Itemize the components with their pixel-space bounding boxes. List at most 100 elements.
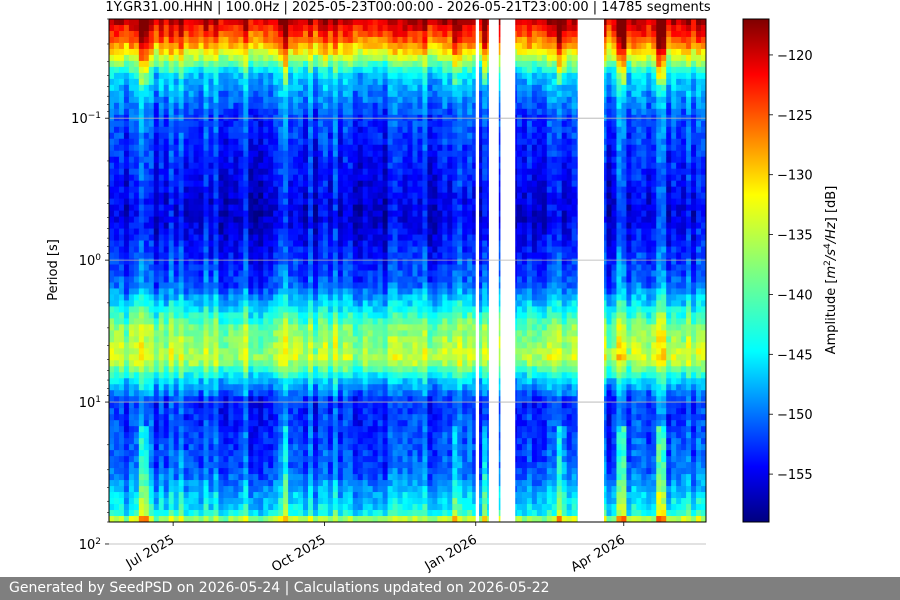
heatmap-cell — [322, 36, 329, 44]
heatmap-cell — [526, 180, 533, 188]
heatmap-cell — [213, 36, 220, 44]
heatmap-cell — [123, 240, 130, 248]
heatmap-cell — [432, 168, 438, 176]
heatmap-cell — [427, 186, 433, 194]
heatmap-cell — [168, 222, 175, 230]
heatmap-cell — [467, 186, 473, 194]
heatmap-cell — [163, 258, 170, 266]
heatmap-cell — [561, 252, 568, 260]
heatmap-cell — [223, 264, 229, 272]
heatmap-cell — [392, 30, 399, 38]
heatmap-cell — [387, 108, 394, 116]
heatmap-cell — [397, 162, 404, 170]
heatmap-cell — [516, 246, 523, 254]
heatmap-cell — [327, 144, 334, 152]
heatmap-cell — [536, 120, 543, 128]
heatmap-cell — [497, 126, 503, 134]
heatmap-cell — [661, 132, 667, 140]
heatmap-cell — [308, 78, 314, 86]
heatmap-cell — [646, 54, 652, 62]
heatmap-cell — [551, 156, 558, 164]
heatmap-cell — [327, 234, 334, 242]
heatmap-cell — [243, 222, 249, 230]
heatmap-cell — [123, 102, 130, 110]
heatmap-cell — [477, 24, 483, 32]
heatmap-cell — [332, 54, 339, 62]
heatmap-cell — [691, 132, 697, 140]
heatmap-cell — [362, 42, 369, 50]
heatmap-cell — [288, 90, 294, 98]
heatmap-cell — [671, 66, 677, 74]
heatmap-cell — [611, 216, 618, 224]
heatmap-cell — [521, 54, 528, 62]
heatmap-cell — [621, 54, 627, 62]
heatmap-cell — [317, 30, 324, 38]
heatmap-cell — [322, 144, 329, 152]
heatmap-cell — [407, 186, 414, 194]
heatmap-cell — [382, 180, 389, 188]
heatmap-cell — [417, 174, 424, 182]
heatmap-cell — [691, 168, 697, 176]
heatmap-cell — [263, 66, 269, 74]
heatmap-cell — [541, 54, 548, 62]
heatmap-cell — [566, 138, 573, 146]
heatmap-cell — [233, 144, 239, 152]
heatmap-cell — [362, 180, 369, 188]
heatmap-cell — [273, 162, 279, 170]
heatmap-cell — [661, 84, 667, 92]
heatmap-cell — [521, 48, 528, 56]
heatmap-cell — [198, 36, 205, 44]
heatmap-cell — [342, 126, 349, 134]
heatmap-cell — [666, 180, 672, 188]
heatmap-cell — [163, 264, 170, 272]
heatmap-cell — [641, 186, 647, 194]
heatmap-cell — [308, 210, 314, 218]
heatmap-cell — [536, 216, 543, 224]
heatmap-cell — [173, 246, 180, 254]
heatmap-cell — [163, 246, 170, 254]
heatmap-cell — [422, 120, 428, 128]
heatmap-cell — [467, 42, 473, 50]
heatmap-cell — [701, 162, 706, 170]
heatmap-cell — [611, 144, 618, 152]
heatmap-cell — [238, 120, 244, 128]
heatmap-cell — [392, 264, 399, 272]
heatmap-cell — [228, 60, 234, 68]
heatmap-cell — [686, 66, 692, 74]
heatmap-cell — [571, 162, 578, 170]
heatmap-cell — [208, 126, 215, 134]
heatmap-cell — [387, 162, 394, 170]
heatmap-cell — [143, 42, 150, 50]
heatmap-cell — [163, 228, 170, 236]
heatmap-cell — [661, 240, 667, 248]
heatmap-cell — [462, 126, 468, 134]
heatmap-cell — [298, 156, 304, 164]
heatmap-cell — [258, 132, 264, 140]
heatmap-cell — [298, 102, 304, 110]
heatmap-cell — [457, 19, 463, 26]
heatmap-cell — [223, 192, 229, 200]
heatmap-cell — [551, 78, 558, 86]
heatmap-cell — [312, 126, 319, 134]
heatmap-cell — [457, 138, 463, 146]
heatmap-cell — [432, 90, 438, 98]
heatmap-cell — [367, 30, 374, 38]
heatmap-cell — [631, 204, 637, 212]
heatmap-cell — [701, 156, 706, 164]
heatmap-cell — [531, 30, 538, 38]
heatmap-cell — [347, 162, 354, 170]
heatmap-cell — [228, 198, 234, 206]
heatmap-cell — [128, 24, 135, 32]
heatmap-cell — [123, 264, 130, 272]
heatmap-cell — [367, 252, 374, 260]
heatmap-cell — [402, 42, 409, 50]
heatmap-cell — [392, 222, 399, 230]
heatmap-cell — [312, 138, 319, 146]
heatmap-cell — [701, 240, 706, 248]
heatmap-cell — [452, 222, 458, 230]
heatmap-cell — [352, 60, 359, 68]
heatmap-cell — [263, 240, 269, 248]
heatmap-cell — [238, 168, 244, 176]
heatmap-cell — [273, 96, 279, 104]
heatmap-cell — [422, 126, 428, 134]
